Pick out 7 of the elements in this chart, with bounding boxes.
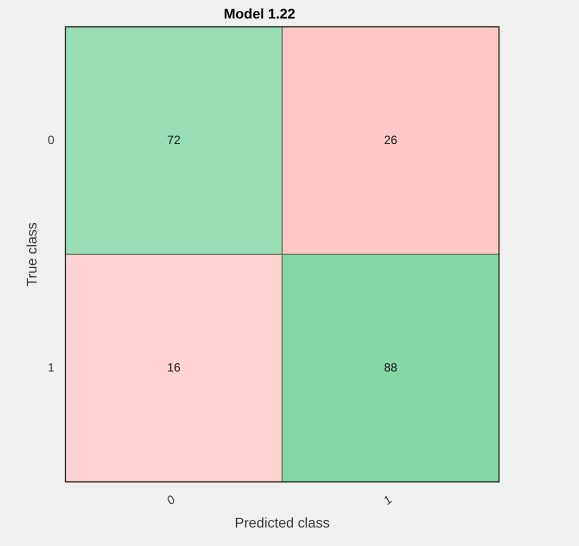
- data-label: 26: [384, 132, 398, 147]
- chart-title: Model 1.22: [224, 5, 296, 22]
- data-label: 88: [384, 360, 398, 374]
- x-axis-title: Predicted class: [234, 514, 330, 530]
- data-label: 16: [167, 360, 181, 374]
- data-label: 72: [167, 132, 181, 147]
- y-axis-title: True class: [23, 222, 40, 286]
